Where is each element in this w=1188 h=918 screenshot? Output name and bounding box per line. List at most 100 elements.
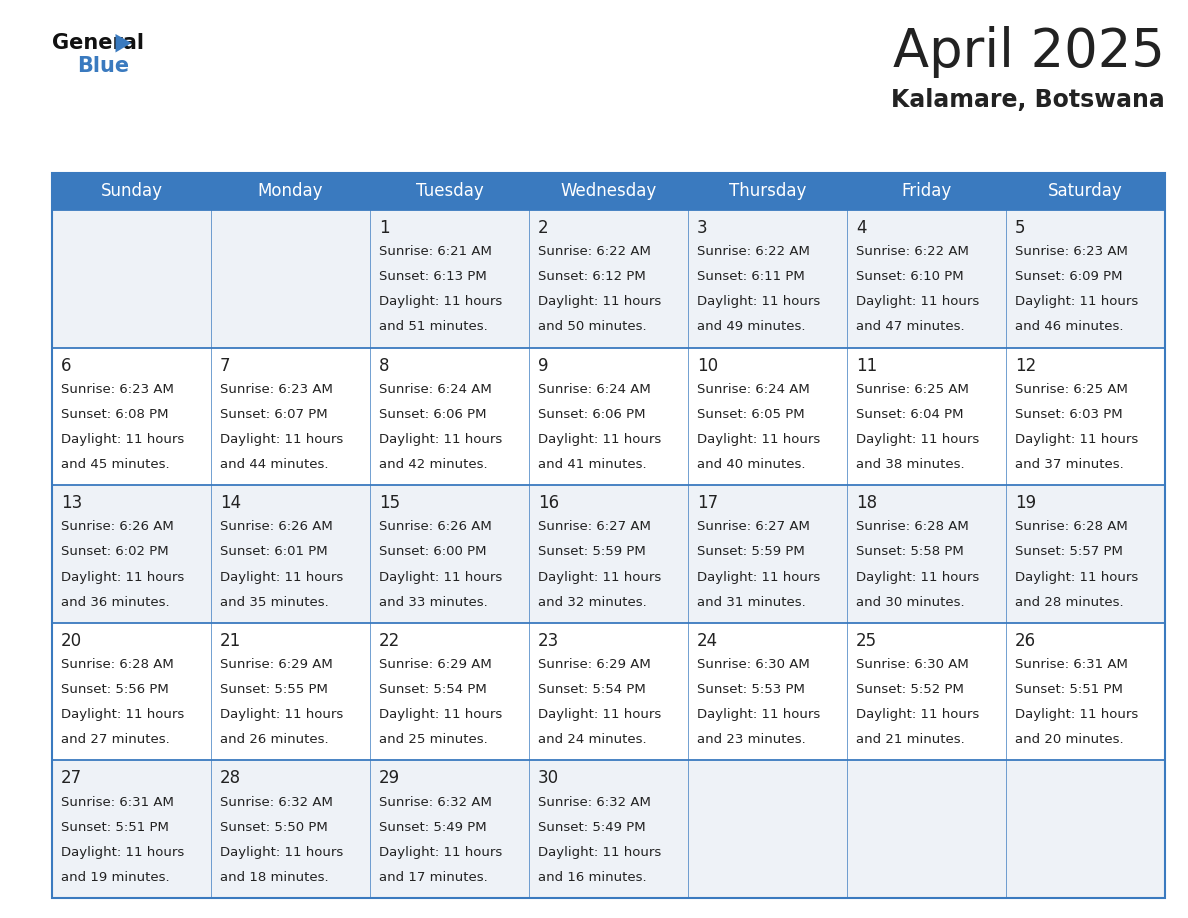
Text: Daylight: 11 hours: Daylight: 11 hours [1015,570,1138,584]
Text: Sunrise: 6:27 AM: Sunrise: 6:27 AM [697,521,810,533]
Text: 27: 27 [61,769,82,788]
Text: and 30 minutes.: and 30 minutes. [857,596,965,609]
Text: Tuesday: Tuesday [416,183,484,200]
Text: Sunset: 5:50 PM: Sunset: 5:50 PM [220,821,328,834]
Text: Sunset: 5:57 PM: Sunset: 5:57 PM [1015,545,1123,558]
Text: Sunrise: 6:29 AM: Sunrise: 6:29 AM [379,658,492,671]
Text: and 50 minutes.: and 50 minutes. [538,320,646,333]
Text: 13: 13 [61,494,82,512]
Text: Sunset: 6:12 PM: Sunset: 6:12 PM [538,270,646,284]
Text: Daylight: 11 hours: Daylight: 11 hours [220,433,343,446]
Text: Daylight: 11 hours: Daylight: 11 hours [379,433,503,446]
Text: 24: 24 [697,632,718,650]
Text: and 21 minutes.: and 21 minutes. [857,733,965,746]
Text: Sunrise: 6:25 AM: Sunrise: 6:25 AM [1015,383,1127,396]
Text: Sunset: 5:59 PM: Sunset: 5:59 PM [697,545,804,558]
Text: Sunset: 6:08 PM: Sunset: 6:08 PM [61,408,169,420]
Text: and 17 minutes.: and 17 minutes. [379,871,488,884]
Bar [688,173,847,210]
Text: Sunset: 5:52 PM: Sunset: 5:52 PM [857,683,963,696]
Text: 18: 18 [857,494,877,512]
Text: Daylight: 11 hours: Daylight: 11 hours [857,296,979,308]
Text: Sunrise: 6:23 AM: Sunrise: 6:23 AM [1015,245,1127,258]
Text: Sunset: 5:59 PM: Sunset: 5:59 PM [538,545,646,558]
Text: and 23 minutes.: and 23 minutes. [697,733,805,746]
Text: Daylight: 11 hours: Daylight: 11 hours [538,296,662,308]
Text: Daylight: 11 hours: Daylight: 11 hours [538,570,662,584]
Text: Sunday: Sunday [101,183,163,200]
Text: Daylight: 11 hours: Daylight: 11 hours [538,708,662,722]
Text: Sunrise: 6:25 AM: Sunrise: 6:25 AM [857,383,969,396]
Text: and 45 minutes.: and 45 minutes. [61,458,170,471]
Text: 1: 1 [379,219,390,237]
Text: Sunset: 6:06 PM: Sunset: 6:06 PM [379,408,487,420]
Text: and 40 minutes.: and 40 minutes. [697,458,805,471]
Bar [369,173,529,210]
Text: April 2025: April 2025 [893,26,1165,78]
Text: Sunset: 5:56 PM: Sunset: 5:56 PM [61,683,169,696]
Text: Sunset: 6:04 PM: Sunset: 6:04 PM [857,408,963,420]
Text: 25: 25 [857,632,877,650]
Text: Monday: Monday [258,183,323,200]
Text: Daylight: 11 hours: Daylight: 11 hours [379,570,503,584]
Text: Sunset: 6:03 PM: Sunset: 6:03 PM [1015,408,1123,420]
Text: Sunrise: 6:22 AM: Sunrise: 6:22 AM [857,245,969,258]
Text: and 24 minutes.: and 24 minutes. [538,733,646,746]
Text: 26: 26 [1015,632,1036,650]
Text: and 18 minutes.: and 18 minutes. [220,871,329,884]
Bar [847,173,1006,210]
Text: Sunset: 5:54 PM: Sunset: 5:54 PM [538,683,646,696]
Text: Sunrise: 6:27 AM: Sunrise: 6:27 AM [538,521,651,533]
Bar [52,173,211,210]
Bar [52,210,1165,348]
Text: Sunrise: 6:24 AM: Sunrise: 6:24 AM [697,383,810,396]
Text: 20: 20 [61,632,82,650]
Text: Daylight: 11 hours: Daylight: 11 hours [61,570,184,584]
Text: Blue: Blue [77,57,129,76]
Text: Friday: Friday [902,183,952,200]
Text: Sunset: 5:58 PM: Sunset: 5:58 PM [857,545,963,558]
Text: 16: 16 [538,494,560,512]
Text: Daylight: 11 hours: Daylight: 11 hours [857,708,979,722]
Text: Sunrise: 6:24 AM: Sunrise: 6:24 AM [538,383,651,396]
Text: and 49 minutes.: and 49 minutes. [697,320,805,333]
Text: 14: 14 [220,494,241,512]
Text: Daylight: 11 hours: Daylight: 11 hours [697,296,820,308]
Text: and 31 minutes.: and 31 minutes. [697,596,805,609]
Text: 21: 21 [220,632,241,650]
Text: and 27 minutes.: and 27 minutes. [61,733,170,746]
Text: Sunset: 5:53 PM: Sunset: 5:53 PM [697,683,805,696]
Text: Sunrise: 6:32 AM: Sunrise: 6:32 AM [220,796,333,809]
Text: Sunset: 6:11 PM: Sunset: 6:11 PM [697,270,804,284]
Text: 10: 10 [697,356,718,375]
Text: Sunset: 6:02 PM: Sunset: 6:02 PM [61,545,169,558]
Text: Daylight: 11 hours: Daylight: 11 hours [857,570,979,584]
Text: Daylight: 11 hours: Daylight: 11 hours [61,708,184,722]
Text: Daylight: 11 hours: Daylight: 11 hours [220,570,343,584]
Text: Sunrise: 6:24 AM: Sunrise: 6:24 AM [379,383,492,396]
Text: and 51 minutes.: and 51 minutes. [379,320,488,333]
Text: 9: 9 [538,356,549,375]
Text: Sunset: 6:13 PM: Sunset: 6:13 PM [379,270,487,284]
Text: Sunset: 5:51 PM: Sunset: 5:51 PM [1015,683,1123,696]
Bar [52,348,1165,486]
Text: Sunset: 5:55 PM: Sunset: 5:55 PM [220,683,328,696]
Text: and 25 minutes.: and 25 minutes. [379,733,488,746]
Text: Daylight: 11 hours: Daylight: 11 hours [697,433,820,446]
Text: Sunrise: 6:32 AM: Sunrise: 6:32 AM [379,796,492,809]
Text: Sunset: 5:51 PM: Sunset: 5:51 PM [61,821,169,834]
Text: and 41 minutes.: and 41 minutes. [538,458,646,471]
Text: 28: 28 [220,769,241,788]
Text: Daylight: 11 hours: Daylight: 11 hours [1015,433,1138,446]
Text: 2: 2 [538,219,549,237]
Text: Sunrise: 6:28 AM: Sunrise: 6:28 AM [61,658,173,671]
Text: and 42 minutes.: and 42 minutes. [379,458,487,471]
Text: 4: 4 [857,219,866,237]
Text: 6: 6 [61,356,71,375]
Text: Daylight: 11 hours: Daylight: 11 hours [61,845,184,858]
Text: Daylight: 11 hours: Daylight: 11 hours [61,433,184,446]
Text: Sunrise: 6:32 AM: Sunrise: 6:32 AM [538,796,651,809]
Text: Daylight: 11 hours: Daylight: 11 hours [220,708,343,722]
Text: Saturday: Saturday [1048,183,1123,200]
Text: 23: 23 [538,632,560,650]
